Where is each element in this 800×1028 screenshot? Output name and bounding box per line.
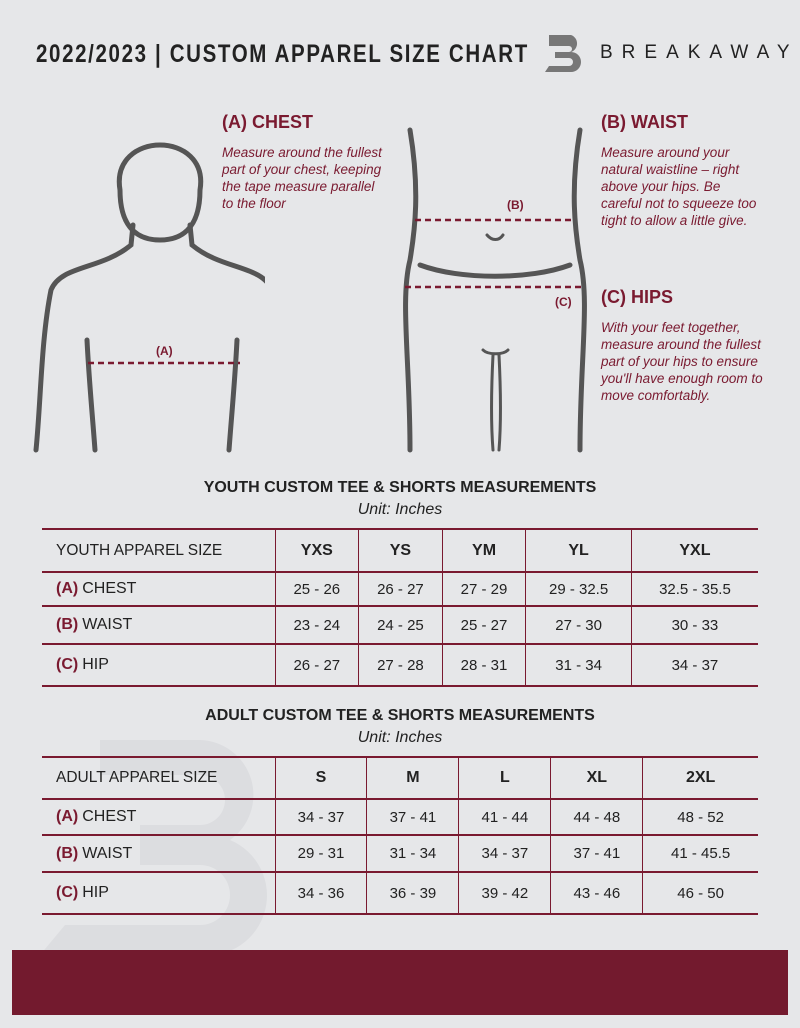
- header-cell: 2XL: [642, 756, 758, 800]
- size-cell: 41 - 44: [458, 798, 551, 836]
- upper-body-illustration: (A): [33, 142, 265, 453]
- footer-bar: [12, 950, 788, 1015]
- header-cell: YL: [525, 528, 632, 573]
- table-row: (C) HIP 34 - 36 36 - 39 39 - 42 43 - 46 46 - 5…: [42, 871, 758, 915]
- waist-text: Measure around your natural waistline – …: [601, 145, 757, 228]
- table-row: (B) WAIST 23 - 24 24 - 25 25 - 27 27 - 30 30 -…: [42, 605, 758, 645]
- row-label: (B) WAIST: [42, 605, 275, 645]
- adult-unit: Unit: Inches: [357, 729, 443, 746]
- waist-marker: (B): [507, 198, 524, 212]
- size-cell: 26 - 27: [274, 643, 359, 687]
- measure-tag: (A): [56, 580, 79, 597]
- measure-name: HIP: [82, 656, 109, 673]
- measure-name: CHEST: [82, 808, 137, 825]
- measure-name: WAIST: [82, 616, 133, 633]
- size-cell: 30 - 33: [630, 605, 758, 645]
- size-cell: 34 - 37: [458, 834, 551, 873]
- table-row: (C) HIP 26 - 27 27 - 28 28 - 31 31 - 34 34 - 3…: [42, 643, 758, 687]
- chest-marker: (A): [156, 344, 173, 358]
- header-cell: ADULT APPAREL SIZE: [42, 756, 275, 800]
- size-cell: 41 - 45.5: [642, 834, 758, 873]
- size-cell: 27 - 28: [358, 643, 443, 687]
- header-cell: YXL: [630, 528, 758, 573]
- size-cell: 26 - 27: [358, 571, 443, 607]
- measure-tag: (A): [56, 808, 79, 825]
- header-cell: YXS: [274, 528, 359, 573]
- header-cell: XL: [550, 756, 643, 800]
- size-cell: 34 - 37: [630, 643, 758, 687]
- size-cell: 37 - 41: [550, 834, 643, 873]
- size-cell: 31 - 34: [366, 834, 459, 873]
- waist-heading: (B) WAIST: [601, 112, 688, 132]
- header-cell: YS: [358, 528, 443, 573]
- size-cell: 29 - 31: [274, 834, 367, 873]
- measure-tag: (B): [56, 844, 79, 862]
- size-cell: 34 - 36: [274, 871, 367, 915]
- table-header-row: ADULT APPAREL SIZE S M L XL 2XL: [42, 756, 758, 800]
- size-cell: 24 - 25: [358, 605, 443, 645]
- chest-heading: (A) CHEST: [222, 112, 313, 132]
- chest-text: Measure around the fullest part of your …: [222, 145, 382, 211]
- measure-tag: (C): [56, 884, 79, 901]
- size-cell: 34 - 37: [274, 798, 367, 836]
- table-row: (A) CHEST 34 - 37 37 - 41 41 - 44 44 - 48 48 -…: [42, 798, 758, 836]
- row-label: (C) HIP: [42, 871, 275, 915]
- size-cell: 25 - 27: [441, 605, 526, 645]
- youth-unit: Unit: Inches: [357, 501, 443, 518]
- page-title: 2022/2023 | CUSTOM APPAREL SIZE CHART: [36, 40, 529, 68]
- size-cell: 31 - 34: [525, 643, 632, 687]
- table-row: (A) CHEST 25 - 26 26 - 27 27 - 29 29 - 32.5 32…: [42, 571, 758, 607]
- adult-size-table: ADULT APPAREL SIZE S M L XL 2XL (A) CHEST…: [42, 756, 758, 915]
- size-cell: 39 - 42: [458, 871, 551, 915]
- size-cell: 32.5 - 35.5: [630, 571, 758, 607]
- header-cell: YOUTH APPAREL SIZE: [42, 528, 275, 573]
- brand-name: BREAKAWAY: [600, 42, 799, 63]
- header-cell: M: [366, 756, 459, 800]
- size-cell: 29 - 32.5: [525, 571, 632, 607]
- size-cell: 48 - 52: [642, 798, 758, 836]
- measure-tag: (B): [56, 616, 79, 633]
- size-cell: 28 - 31: [441, 643, 526, 687]
- header-cell: YM: [441, 528, 526, 573]
- size-cell: 23 - 24: [274, 605, 359, 645]
- row-label: (C) HIP: [42, 643, 275, 687]
- size-cell: 44 - 48: [550, 798, 643, 836]
- size-cell: 25 - 26: [274, 571, 359, 607]
- header-cell: L: [458, 756, 551, 800]
- measure-tag: (C): [56, 656, 79, 673]
- lower-body-illustration: (B) (C): [403, 127, 587, 453]
- measure-name: CHEST: [82, 580, 137, 597]
- size-cell: 36 - 39: [366, 871, 459, 915]
- table-header-row: YOUTH APPAREL SIZE YXS YS YM YL YXL: [42, 528, 758, 573]
- size-cell: 43 - 46: [550, 871, 643, 915]
- measure-name: HIP: [82, 884, 109, 901]
- row-label: (A) CHEST: [42, 798, 275, 836]
- measure-name: WAIST: [82, 844, 133, 862]
- hips-heading: (C) HIPS: [601, 287, 673, 307]
- size-cell: 27 - 29: [441, 571, 526, 607]
- breakaway-logo: [545, 35, 581, 72]
- size-cell: 37 - 41: [366, 798, 459, 836]
- hips-text: With your feet together, measure around …: [601, 320, 763, 403]
- size-cell: 46 - 50: [642, 871, 758, 915]
- header-cell: S: [274, 756, 367, 800]
- row-label: (A) CHEST: [42, 571, 275, 607]
- hip-marker: (C): [555, 295, 572, 309]
- row-label: (B) WAIST: [42, 834, 275, 873]
- youth-size-table: YOUTH APPAREL SIZE YXS YS YM YL YXL (A) C…: [42, 528, 758, 687]
- youth-table-title: YOUTH CUSTOM TEE & SHORTS MEASUREMENTS: [203, 479, 597, 496]
- adult-table-title: ADULT CUSTOM TEE & SHORTS MEASUREMENTS: [205, 707, 595, 724]
- table-row: (B) WAIST 29 - 31 31 - 34 34 - 37 37 - 41 41 -…: [42, 834, 758, 873]
- size-cell: 27 - 30: [525, 605, 632, 645]
